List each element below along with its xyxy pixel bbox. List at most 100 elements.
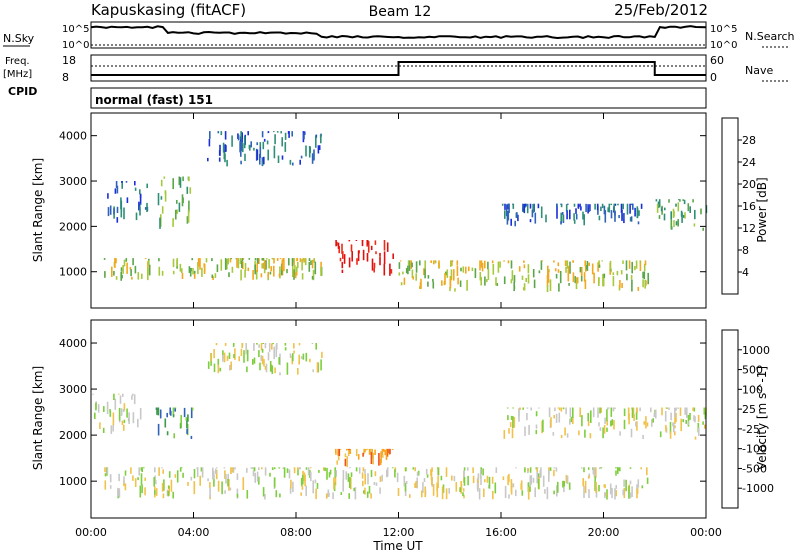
data-cell [620,270,623,275]
data-cell [556,203,558,207]
data-cell [619,431,621,436]
data-cell [426,474,429,478]
data-cell [449,286,451,292]
data-cell [362,249,365,261]
data-cell [193,273,196,279]
data-cell [308,146,311,158]
data-cell [675,412,677,422]
data-cell [410,260,412,269]
data-cell [173,433,175,439]
data-cell [610,210,613,219]
data-cell [190,435,193,439]
data-cell [179,263,182,272]
data-cell [593,467,596,478]
data-cell [367,241,370,253]
data-cell [159,217,161,229]
data-cell [176,470,179,483]
data-cell [615,470,617,476]
data-cell [532,269,535,278]
data-cell [298,343,301,346]
data-cell [587,467,590,470]
data-cell [106,401,109,415]
data-cell [279,258,282,260]
data-cell [580,467,583,469]
data-cell [128,412,130,424]
y-tick-label: 3000 [59,175,87,188]
data-cell [258,344,260,348]
data-cell [144,258,147,260]
data-cell [425,468,428,475]
data-cell [608,407,610,409]
data-cell [612,276,615,287]
data-cell [224,131,227,140]
data-cell [465,266,467,274]
data-cell [346,456,348,468]
data-cell [260,343,263,351]
data-cell [603,205,606,215]
data-cell [268,343,271,352]
data-cell [183,407,186,418]
data-cell [240,269,242,281]
data-cell [604,492,606,499]
data-cell [563,480,565,487]
y-tick-label: 2000 [59,220,87,233]
data-cell [237,258,240,269]
data-cell [265,260,267,270]
data-cell [224,343,227,346]
data-cell [579,407,581,418]
data-cell [689,206,691,213]
y-tick-label: 4000 [59,130,87,143]
data-cell [516,212,518,218]
data-cell [546,285,549,293]
data-cell [646,422,649,427]
data-cell [334,475,337,486]
data-cell [549,279,552,291]
data-cell [673,422,675,433]
data-cell [120,267,123,272]
nsky-right-label: N.Search [745,30,795,43]
data-cell [686,407,688,418]
data-cell [373,482,376,485]
data-cell [309,358,311,363]
data-cell [679,199,681,202]
data-cell [697,414,700,422]
data-cell [637,479,640,488]
data-cell [702,421,704,425]
data-cell [579,203,581,207]
data-cell [281,259,284,271]
data-cell [545,214,547,223]
data-cell [510,279,513,284]
data-cell [364,473,366,485]
data-cell [668,407,670,410]
data-cell [317,145,320,154]
data-cell [232,343,235,347]
data-region [398,260,649,293]
data-cell [369,448,372,455]
data-cell [259,153,261,165]
data-cell [261,467,263,470]
data-cell [366,240,369,246]
data-cell [537,203,540,209]
data-cell [320,359,322,371]
data-cell [243,350,245,363]
data-cell [560,212,562,224]
data-cell [338,246,340,254]
data-cell [344,453,347,458]
data-cell [190,476,193,481]
data-cell [203,263,206,272]
data-cell [507,210,510,221]
data-cell [341,243,343,254]
velocity-colorbar-tick-label: 1000 [742,344,770,357]
data-cell [314,261,317,275]
data-cell [614,407,616,410]
data-cell [134,181,136,186]
data-cell [535,411,538,417]
data-cell [199,475,201,486]
data-cell [542,419,544,432]
data-cell [619,280,621,288]
data-cell [300,356,303,360]
data-cell [263,260,266,270]
data-cell [302,470,304,475]
data-cell [109,474,112,483]
data-cell [567,265,570,273]
